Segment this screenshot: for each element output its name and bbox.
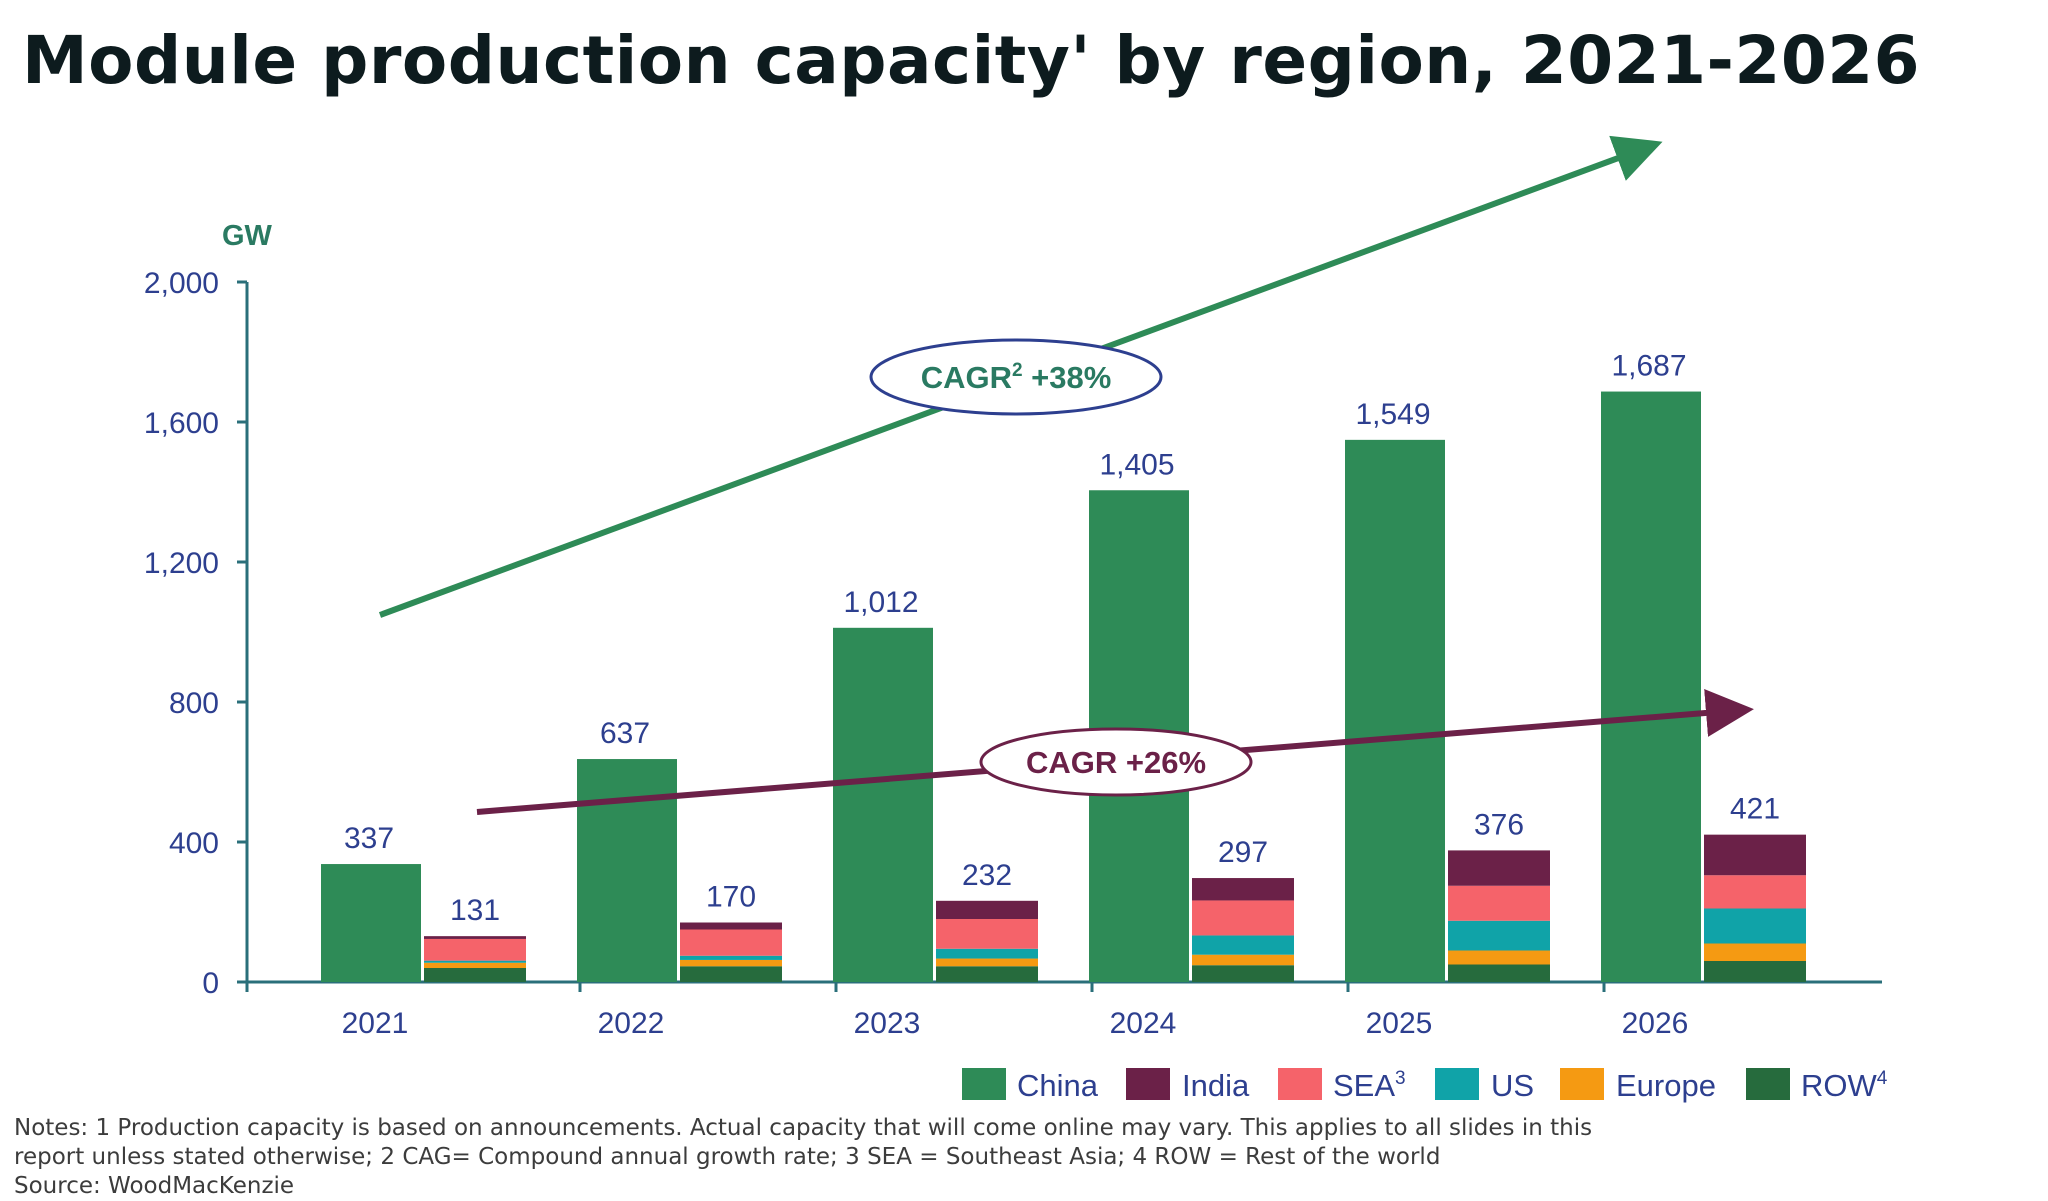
stack-segment-europe (1448, 950, 1550, 965)
stack-segment-sea (936, 919, 1038, 949)
china-bar-label: 1,549 (1355, 398, 1430, 431)
stack-segment-sea (1704, 875, 1806, 909)
china-bar-label: 1,405 (1099, 448, 1174, 481)
stack-segment-sea (1448, 885, 1550, 921)
stack-segment-india (936, 900, 1038, 919)
stack-segment-sea (1192, 900, 1294, 936)
y-tick-label: 0 (202, 967, 219, 1000)
china-bar-label: 1,012 (843, 586, 918, 619)
y-axis-unit: GW (222, 220, 273, 252)
legend-swatch (1560, 1068, 1604, 1100)
cagr-china-annotation-bubble (869, 338, 1163, 416)
stack-segment-us (1448, 920, 1550, 951)
stack-segment-row (680, 966, 782, 982)
legend-item-china: China (962, 1068, 1099, 1103)
stack-segment-row (936, 966, 1038, 982)
china-bar (1345, 439, 1445, 983)
stack-segment-us (1704, 908, 1806, 944)
cagr-rest-annotation-bubble (979, 727, 1253, 797)
y-tick-label: 400 (169, 827, 219, 860)
legend-label: US (1491, 1068, 1534, 1103)
bars-group: 337 131 637 170 1,012 232 1,405 297 1,549 376 1,68… (321, 350, 1806, 983)
notes-block: Notes: 1 Production capacity is based on… (14, 1114, 1592, 1201)
stack-segment-sea (680, 929, 782, 956)
x-tick-label: 2026 (1622, 1007, 1689, 1040)
axes-group: GW 0 400 800 1,200 1,600 2,000 2021 2022 2023 2024… (144, 220, 1882, 1040)
legend-label: Europe (1616, 1068, 1716, 1103)
stack-segment-row (1448, 964, 1550, 982)
legend: China India SEA3 US Europe ROW4 (962, 1068, 1888, 1103)
stack-segment-europe (936, 958, 1038, 967)
x-tick-label: 2023 (854, 1007, 921, 1040)
y-tick-label: 2,000 (144, 267, 219, 300)
x-tick-label: 2024 (1110, 1007, 1177, 1040)
cagr-arrows-group: CAGR2 +38% CAGR +26% (378, 135, 1754, 815)
legend-label: ROW4 (1801, 1068, 1888, 1103)
chart-title: Module production capacity' by region, 2… (22, 22, 1921, 99)
legend-item-india: India (1126, 1068, 1250, 1103)
x-tick-label: 2021 (342, 1007, 409, 1040)
x-tick-label: 2025 (1366, 1007, 1433, 1040)
stack-total-label: 297 (1218, 836, 1268, 869)
stack-segment-india (1448, 850, 1550, 886)
china-bar-label: 637 (600, 717, 650, 750)
legend-item-row: ROW4 (1746, 1068, 1888, 1103)
stack-segment-europe (424, 962, 526, 968)
stack-segment-row (1192, 965, 1294, 982)
x-tick-label: 2022 (598, 1007, 665, 1040)
china-bar (577, 759, 677, 982)
stack-segment-us (1192, 935, 1294, 955)
legend-swatch (962, 1068, 1006, 1100)
legend-swatch (1435, 1068, 1479, 1100)
legend-swatch (1746, 1068, 1790, 1100)
notes-line-1: Notes: 1 Production capacity is based on… (14, 1115, 1593, 1141)
legend-swatch (1278, 1068, 1322, 1100)
china-bar-label: 337 (344, 822, 394, 855)
stack-segment-india (1704, 834, 1806, 876)
china-bar (1601, 391, 1701, 982)
cagr-china-annotation-text: CAGR2 +38% (921, 360, 1112, 395)
stack-total-label: 170 (706, 881, 756, 914)
stack-segment-india (680, 922, 782, 930)
stack-segment-us (680, 955, 782, 960)
stack-segment-row (424, 968, 526, 982)
stack-total-label: 421 (1730, 793, 1780, 826)
legend-swatch (1126, 1068, 1170, 1100)
y-tick-label: 1,600 (144, 407, 219, 440)
stack-total-label: 376 (1474, 808, 1524, 841)
stack-segment-india (1192, 878, 1294, 901)
stack-segment-europe (680, 959, 782, 967)
legend-label: China (1017, 1068, 1099, 1103)
stack-segment-us (936, 948, 1038, 959)
source-line: Source: WoodMacKenzie (14, 1173, 295, 1199)
stack-segment-india (424, 936, 526, 939)
stack-segment-europe (1192, 954, 1294, 966)
legend-label: SEA3 (1333, 1068, 1406, 1103)
legend-item-europe: Europe (1560, 1068, 1716, 1103)
notes-line-2: report unless stated otherwise; 2 CAG= C… (14, 1144, 1441, 1170)
legend-item-us: US (1435, 1068, 1534, 1103)
legend-item-sea: SEA3 (1278, 1068, 1406, 1103)
cagr-rest-annotation-text: CAGR +26% (1026, 745, 1206, 780)
china-bar (321, 864, 421, 982)
stack-total-label: 131 (450, 894, 500, 927)
stack-segment-europe (1704, 943, 1806, 961)
china-bar (833, 627, 933, 982)
stack-total-label: 232 (962, 859, 1012, 892)
cagr-rest-annotation: CAGR +26% (979, 727, 1253, 797)
cagr-china-annotation: CAGR2 +38% (869, 338, 1163, 416)
stack-segment-us (424, 960, 526, 963)
legend-label: India (1182, 1068, 1250, 1103)
china-bar-label: 1,687 (1611, 350, 1686, 383)
stack-segment-row (1704, 961, 1806, 982)
y-tick-label: 1,200 (144, 547, 219, 580)
y-tick-label: 800 (169, 687, 219, 720)
stack-segment-sea (424, 938, 526, 961)
